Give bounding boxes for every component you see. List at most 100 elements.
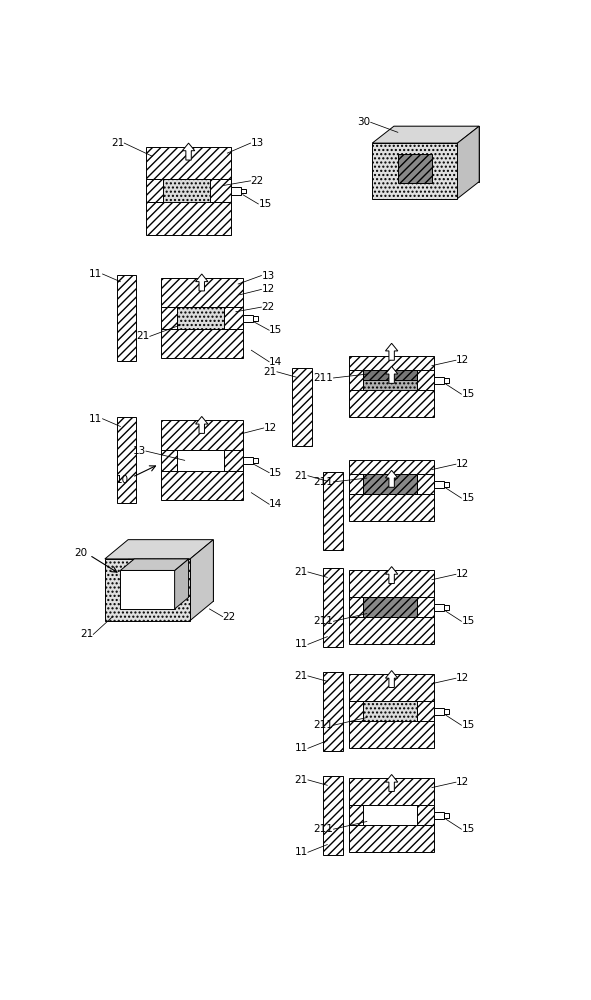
Bar	[323, 472, 343, 550]
Polygon shape	[385, 567, 398, 584]
Text: 22: 22	[223, 612, 236, 622]
Text: 211: 211	[314, 720, 333, 730]
Text: 14: 14	[269, 499, 282, 509]
Bar	[161, 329, 243, 358]
Text: 21: 21	[295, 567, 308, 577]
Polygon shape	[121, 559, 189, 570]
Bar	[116, 275, 136, 361]
Bar	[349, 356, 434, 383]
Text: 11: 11	[89, 414, 103, 424]
Text: 20: 20	[74, 548, 88, 558]
Bar	[121, 570, 174, 609]
Bar	[349, 805, 363, 825]
Polygon shape	[128, 540, 213, 601]
Text: 11: 11	[89, 269, 103, 279]
Polygon shape	[385, 774, 398, 791]
Bar	[434, 377, 444, 384]
Text: 12: 12	[261, 284, 275, 294]
Bar	[241, 189, 246, 193]
Text: 12: 12	[264, 423, 277, 433]
Bar	[231, 187, 241, 195]
Bar	[434, 604, 444, 611]
Text: 13: 13	[261, 271, 275, 281]
Polygon shape	[196, 274, 208, 291]
Text: 22: 22	[251, 176, 264, 186]
Bar	[161, 450, 177, 471]
Text: 15: 15	[462, 389, 475, 399]
Polygon shape	[385, 366, 398, 383]
Bar	[349, 390, 434, 417]
Text: 11: 11	[295, 639, 308, 649]
Text: 21: 21	[80, 629, 93, 639]
Text: 12: 12	[456, 569, 469, 579]
Bar	[146, 179, 163, 202]
Bar	[177, 450, 224, 471]
Bar	[116, 417, 136, 503]
Text: 15: 15	[269, 325, 282, 335]
Polygon shape	[457, 126, 479, 199]
Bar	[105, 559, 190, 620]
Text: 11: 11	[295, 847, 308, 857]
Text: 12: 12	[456, 777, 469, 787]
Bar	[349, 721, 434, 748]
Text: 14: 14	[269, 357, 282, 367]
Bar	[349, 617, 434, 644]
Polygon shape	[385, 470, 398, 487]
Bar	[349, 570, 434, 597]
Bar	[243, 457, 253, 464]
Bar	[161, 420, 243, 450]
Bar	[349, 460, 434, 487]
Bar	[363, 380, 417, 390]
Polygon shape	[190, 540, 213, 620]
Text: 211: 211	[314, 824, 333, 834]
Text: 13: 13	[251, 138, 264, 148]
Bar	[243, 315, 253, 322]
Text: 15: 15	[462, 720, 475, 730]
Bar	[349, 778, 434, 805]
Text: 12: 12	[456, 355, 469, 365]
Bar	[163, 179, 209, 202]
Polygon shape	[394, 126, 479, 182]
Text: 211: 211	[314, 477, 333, 487]
Bar	[363, 474, 417, 494]
Bar	[417, 370, 434, 390]
Polygon shape	[372, 126, 479, 143]
Bar	[444, 482, 449, 487]
Bar	[161, 278, 243, 307]
Bar	[349, 474, 363, 494]
Text: 12: 12	[456, 673, 469, 683]
Text: 21: 21	[295, 775, 308, 785]
Bar	[349, 370, 363, 390]
Bar	[146, 147, 231, 179]
Bar	[349, 597, 363, 617]
Bar	[349, 825, 434, 852]
Text: 12: 12	[456, 459, 469, 469]
Bar	[323, 568, 343, 647]
Polygon shape	[183, 143, 195, 160]
Text: 22: 22	[261, 302, 275, 312]
Polygon shape	[385, 343, 398, 360]
Polygon shape	[385, 671, 398, 687]
Bar	[224, 450, 243, 471]
Bar	[253, 458, 258, 463]
Bar	[417, 701, 434, 721]
Bar	[417, 597, 434, 617]
Polygon shape	[196, 416, 208, 433]
Bar	[323, 672, 343, 751]
Bar	[372, 143, 457, 199]
Bar	[363, 597, 417, 617]
Bar	[363, 805, 417, 825]
Bar	[444, 813, 449, 818]
Text: 21: 21	[111, 138, 124, 148]
Polygon shape	[174, 559, 189, 609]
Bar	[434, 812, 444, 819]
Bar	[444, 605, 449, 610]
Polygon shape	[105, 540, 213, 559]
Bar	[161, 471, 243, 500]
Bar	[349, 494, 434, 521]
Text: 15: 15	[258, 199, 272, 209]
Bar	[161, 307, 177, 329]
Text: 30: 30	[358, 117, 371, 127]
Bar	[349, 674, 434, 701]
Bar	[323, 776, 343, 855]
